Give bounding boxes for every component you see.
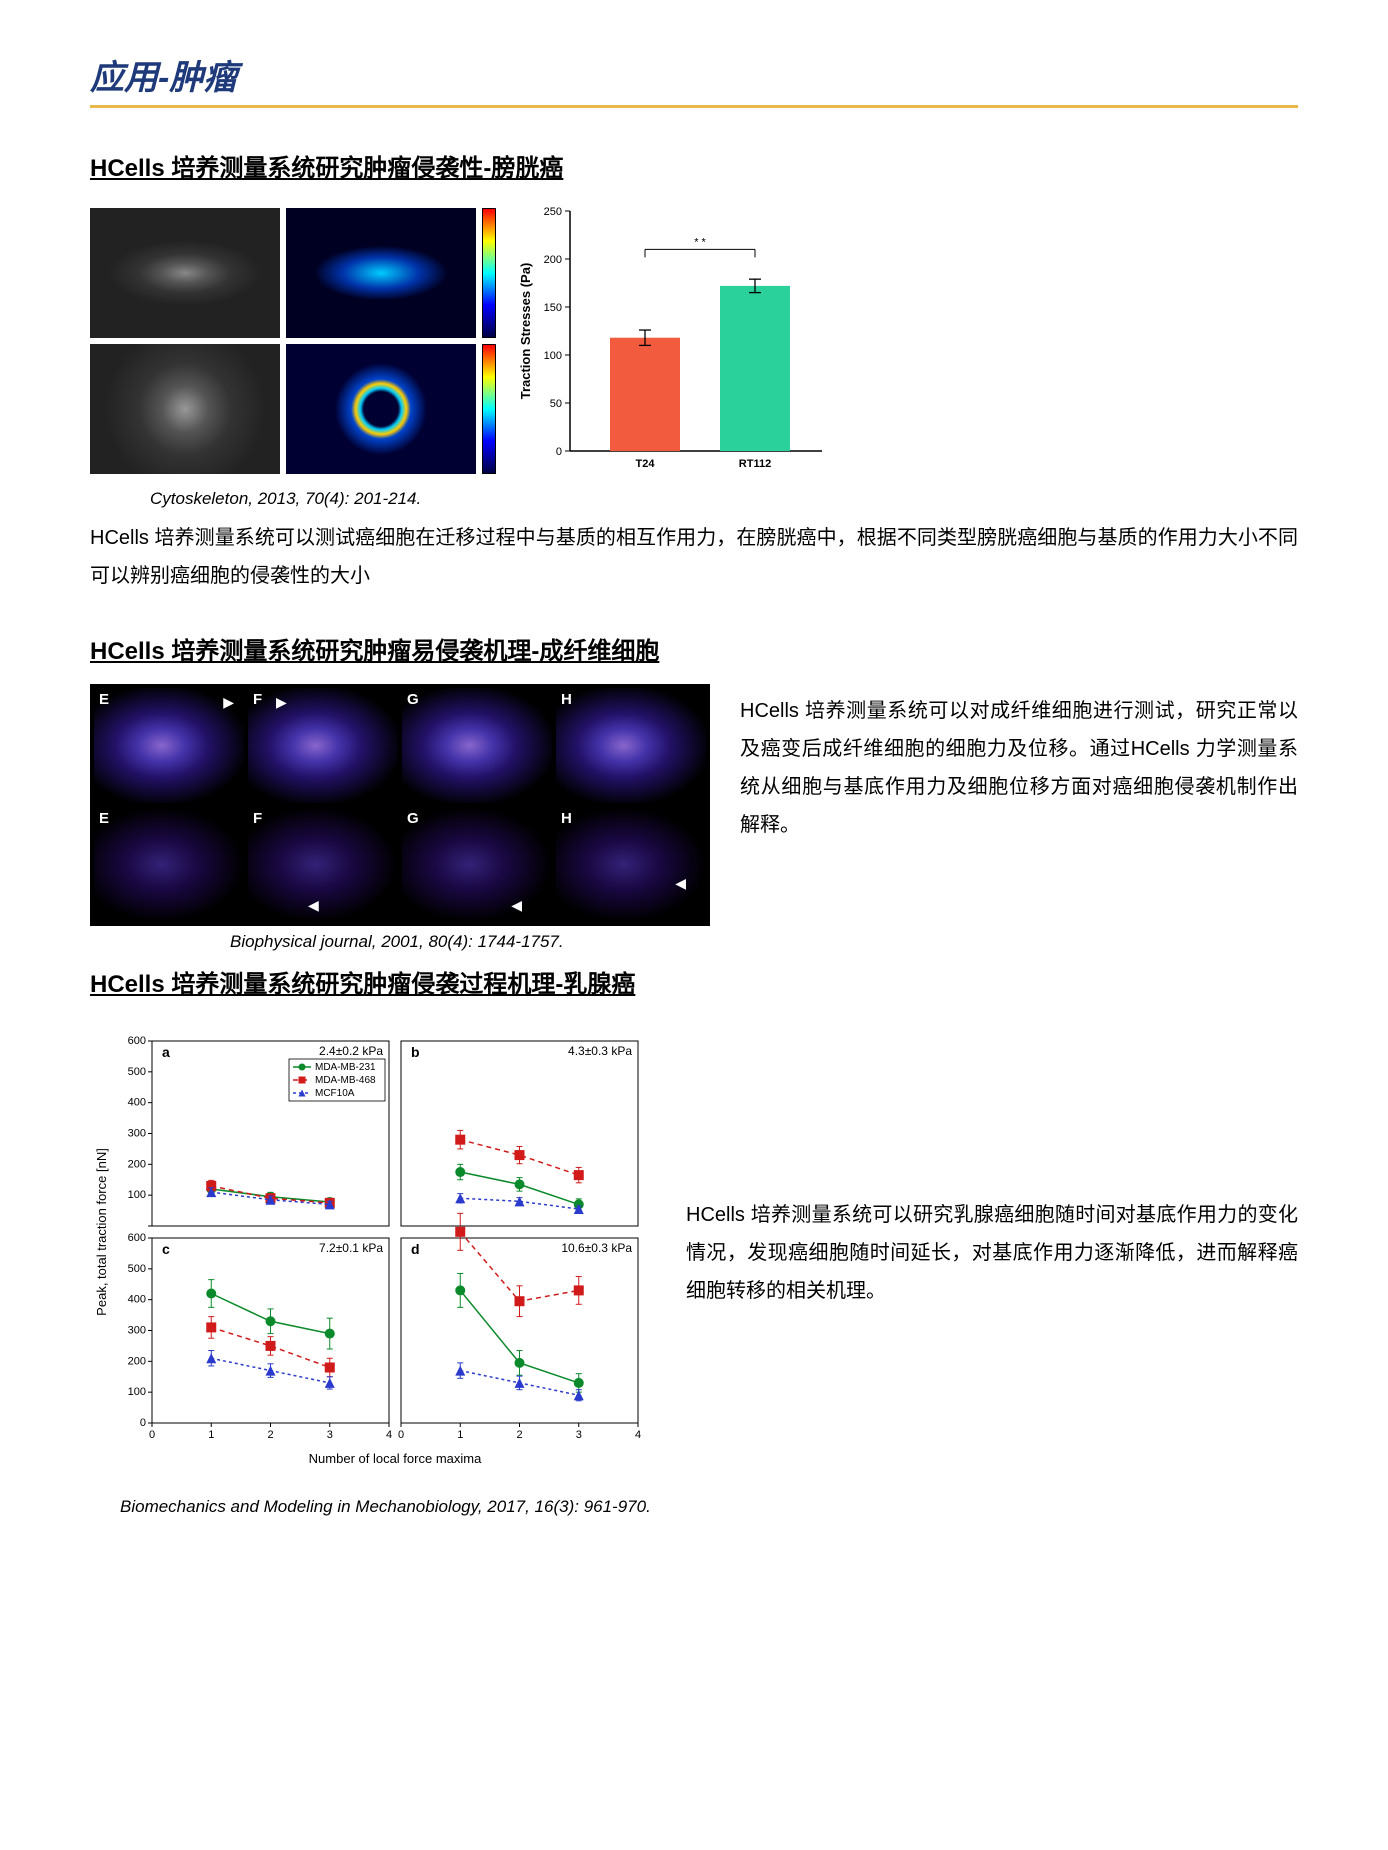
svg-text:2: 2: [267, 1429, 273, 1441]
svg-text:3: 3: [327, 1429, 333, 1441]
bar-chart: 0 50 100 150 200 250 Traction Stresses (Pa) T24…: [512, 201, 832, 481]
svg-text:200: 200: [128, 1158, 146, 1170]
svg-text:300: 300: [128, 1128, 146, 1140]
svg-text:150: 150: [544, 302, 562, 314]
svg-text:100: 100: [128, 1189, 146, 1201]
section1-citation: Cytoskeleton, 2013, 70(4): 201-214.: [150, 489, 1298, 509]
svg-text:0: 0: [556, 446, 562, 458]
svg-text:4: 4: [635, 1429, 641, 1441]
svg-text:7.2±0.1 kPa: 7.2±0.1 kPa: [319, 1241, 383, 1255]
panel-label: G: [407, 810, 419, 827]
line-chart: Peak, total traction force [nN] Number of…: [90, 1029, 650, 1469]
micro-phase-1: [90, 208, 280, 338]
svg-text:500: 500: [128, 1066, 146, 1078]
microscopy-grid: [90, 208, 500, 474]
svg-text:250: 250: [544, 206, 562, 218]
svg-text:1: 1: [457, 1429, 463, 1441]
svg-text:600: 600: [128, 1035, 146, 1047]
svg-text:0: 0: [149, 1429, 155, 1441]
arrow-icon: ◀: [675, 875, 686, 892]
svg-text:4.3±0.3 kPa: 4.3±0.3 kPa: [568, 1044, 632, 1058]
svg-text:10.6±0.3 kPa: 10.6±0.3 kPa: [561, 1241, 632, 1255]
fibro-E-top: E▶: [94, 688, 244, 803]
svg-text:b: b: [411, 1044, 420, 1060]
micro-heat-1: [286, 208, 476, 338]
svg-text:0: 0: [398, 1429, 404, 1441]
svg-text:200: 200: [544, 254, 562, 266]
section2-row: E▶ F▶ G H E F◀ G◀ H◀ HCells 培养测量系统可以对成纤维…: [90, 684, 1298, 926]
page-title: 应用-肿瘤: [90, 50, 1298, 108]
svg-text:2.4±0.2 kPa: 2.4±0.2 kPa: [319, 1044, 383, 1058]
svg-text:500: 500: [128, 1263, 146, 1275]
svg-text:RT112: RT112: [739, 458, 771, 470]
svg-text:100: 100: [128, 1386, 146, 1398]
panel-label: H: [561, 691, 572, 708]
panel-label: E: [99, 691, 109, 708]
svg-text:Number of local force maxima: Number of local force maxima: [309, 1451, 482, 1466]
section2-heading: HCells 培养测量系统研究肿瘤易侵袭机理-成纤维细胞: [90, 631, 1298, 666]
svg-text:3: 3: [576, 1429, 582, 1441]
svg-text:4: 4: [386, 1429, 392, 1441]
section2-citation: Biophysical journal, 2001, 80(4): 1744-1…: [230, 932, 1298, 952]
fibroblast-grid: E▶ F▶ G H E F◀ G◀ H◀: [90, 684, 710, 926]
fibro-G-bot: G◀: [402, 807, 552, 922]
svg-text:1: 1: [208, 1429, 214, 1441]
panel-label: E: [99, 810, 109, 827]
section3-heading: HCells 培养测量系统研究肿瘤侵袭过程机理-乳腺癌: [90, 964, 1298, 999]
svg-text:a: a: [162, 1044, 170, 1060]
fibro-H-bot: H◀: [556, 807, 706, 922]
svg-text:50: 50: [550, 398, 562, 410]
arrow-icon: ▶: [276, 694, 287, 711]
svg-text:2: 2: [516, 1429, 522, 1441]
svg-text:400: 400: [128, 1294, 146, 1306]
fibro-F-top: F▶: [248, 688, 398, 803]
svg-text:300: 300: [128, 1325, 146, 1337]
svg-text:MDA-MB-468: MDA-MB-468: [315, 1075, 376, 1086]
colorbar-1: [482, 208, 496, 338]
micro-heat-2: [286, 344, 476, 474]
arrow-icon: ◀: [308, 897, 319, 914]
svg-text:200: 200: [128, 1355, 146, 1367]
svg-text:d: d: [411, 1241, 420, 1257]
svg-text:MCF10A: MCF10A: [315, 1088, 355, 1099]
svg-text:MDA-MB-231: MDA-MB-231: [315, 1062, 376, 1073]
fibro-G-top: G: [402, 688, 552, 803]
svg-text:* *: * *: [694, 236, 706, 248]
svg-text:c: c: [162, 1241, 170, 1257]
panel-label: F: [253, 810, 262, 827]
section1-body: HCells 培养测量系统可以测试癌细胞在迁移过程中与基质的相互作用力，在膀胱癌…: [90, 519, 1298, 595]
section3-row: Peak, total traction force [nN] Number of…: [90, 1029, 1298, 1469]
svg-text:Peak, total traction force [nN: Peak, total traction force [nN]: [94, 1148, 109, 1316]
section1-heading: HCells 培养测量系统研究肿瘤侵袭性-膀胱癌: [90, 148, 1298, 183]
colorbar-2: [482, 344, 496, 474]
arrow-icon: ◀: [511, 897, 522, 914]
micro-phase-2: [90, 344, 280, 474]
svg-text:400: 400: [128, 1097, 146, 1109]
fibro-E-bot: E: [94, 807, 244, 922]
section1-figures: 0 50 100 150 200 250 Traction Stresses (Pa) T24…: [90, 201, 1298, 481]
section3-citation: Biomechanics and Modeling in Mechanobiol…: [120, 1497, 1298, 1517]
svg-text:600: 600: [128, 1232, 146, 1244]
panel-label: F: [253, 691, 262, 708]
fibro-F-bot: F◀: [248, 807, 398, 922]
svg-text:Traction Stresses (Pa): Traction Stresses (Pa): [518, 263, 533, 400]
arrow-icon: ▶: [223, 694, 234, 711]
fibro-H-top: H: [556, 688, 706, 803]
panel-label: H: [561, 810, 572, 827]
svg-text:100: 100: [544, 350, 562, 362]
svg-text:0: 0: [140, 1417, 146, 1429]
section3-text: HCells 培养测量系统可以研究乳腺癌细胞随时间对基底作用力的变化情况，发现癌…: [686, 1188, 1298, 1310]
panel-label: G: [407, 691, 419, 708]
section2-text: HCells 培养测量系统可以对成纤维细胞进行测试，研究正常以及癌变后成纤维细胞…: [740, 684, 1298, 844]
svg-text:T24: T24: [636, 458, 656, 470]
